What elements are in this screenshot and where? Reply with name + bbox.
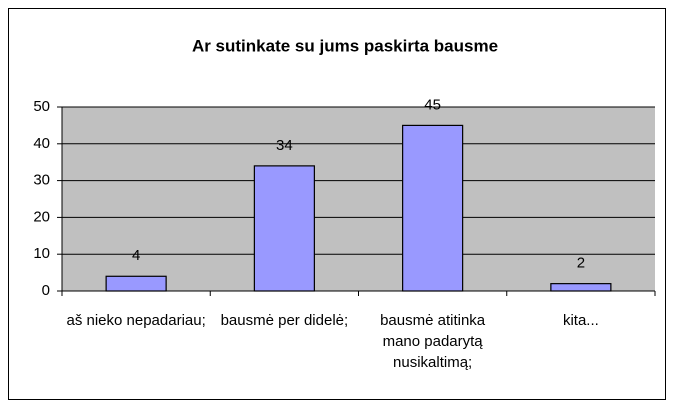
y-tick-label: 30 <box>33 172 50 189</box>
x-tick-label: aš nieko nepadariau; <box>66 312 206 329</box>
y-tick-label: 40 <box>33 135 50 152</box>
data-label: 34 <box>276 137 293 154</box>
data-label: 45 <box>424 96 441 113</box>
bar <box>402 124 464 292</box>
bar <box>105 275 167 292</box>
x-tick-label-box: bausmė atitinka mano padarytą nusikaltim… <box>380 312 486 371</box>
data-label: 4 <box>132 247 140 264</box>
y-tick-label: 10 <box>33 245 50 262</box>
x-tick-label-box: aš nieko nepadariau; <box>66 312 206 329</box>
x-tick-label-box: kita... <box>562 312 599 329</box>
x-tick-label: kita... <box>562 312 599 329</box>
y-tick-label: 50 <box>33 98 50 115</box>
x-tick-label-box: bausmė per didelė; <box>220 312 349 329</box>
x-tick-label: bausmė per didelė; <box>220 312 349 329</box>
bar <box>550 283 612 292</box>
data-label: 2 <box>577 255 585 272</box>
y-tick-label: 0 <box>42 282 50 299</box>
x-tick-label: bausmė atitinka mano padarytą nusikaltim… <box>380 312 486 371</box>
bar <box>253 165 315 292</box>
chart-title: Ar sutinkate su jums paskirta bausme <box>192 36 498 55</box>
y-tick-label: 20 <box>33 208 50 225</box>
plot-area <box>62 107 655 291</box>
